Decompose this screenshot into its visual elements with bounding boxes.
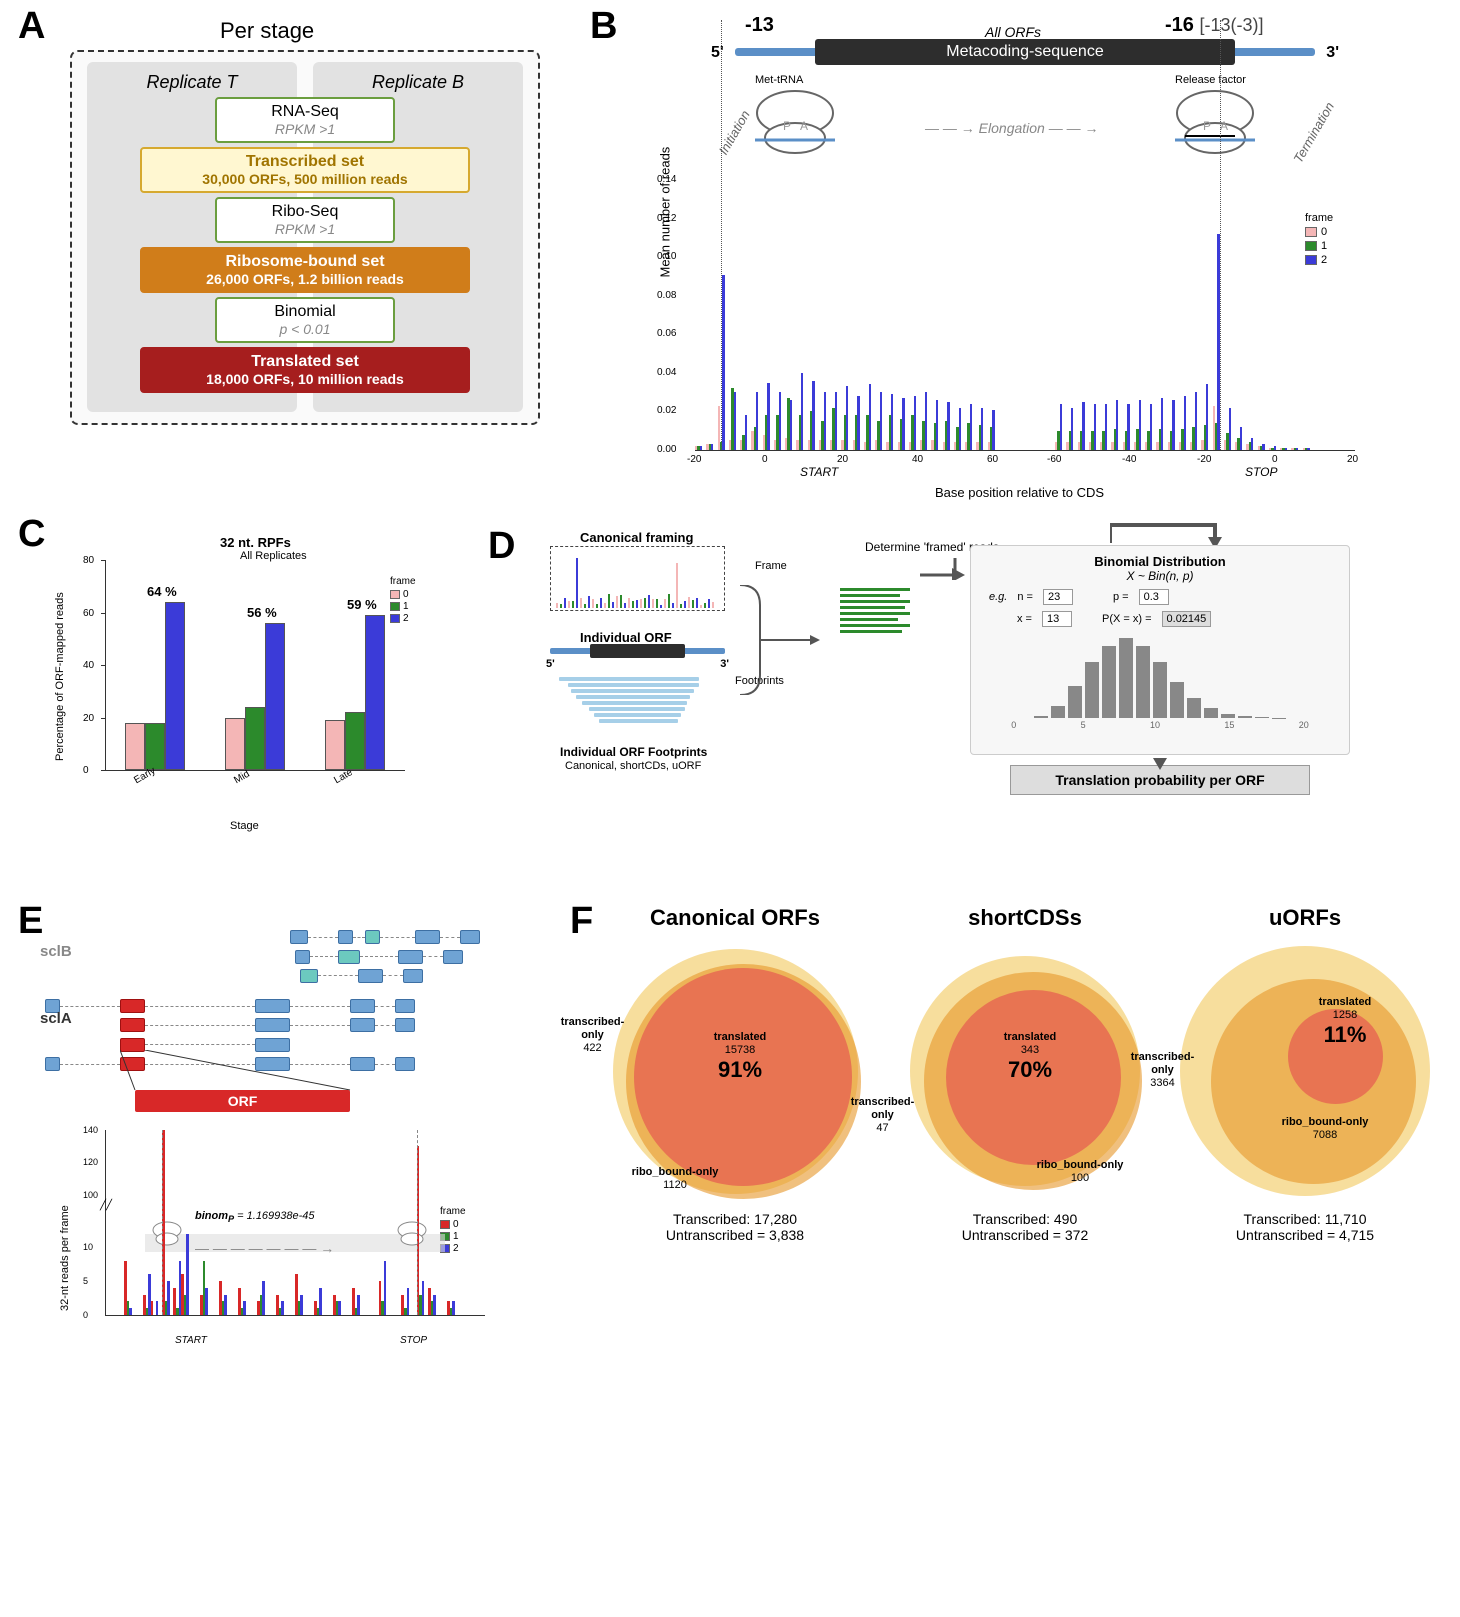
termination-label: Termination [1290, 100, 1337, 166]
arrow-icon [740, 585, 830, 698]
panel-B: B -13 -16 [-13(-3)] All ORFs Metacoding-… [605, 10, 1435, 505]
frame-label: Frame [755, 560, 787, 572]
ind-footprints-label: Individual ORF Footprints [560, 745, 707, 759]
offset-right: -16 [-13(-3)] [1165, 14, 1263, 37]
ribosome-icon: PA [1165, 88, 1265, 158]
x-axis-label: Base position relative to CDS [935, 485, 1104, 500]
venn-stats: Transcribed: 490Untranscribed = 372 [885, 1211, 1165, 1243]
transcribed-box: Transcribed set 30,000 ORFs, 500 million… [140, 147, 470, 193]
panel-C: C 32 nt. RPFs All Replicates Percentage … [20, 515, 465, 845]
panel-E: E sclB sclA ORF 32-nt reads per frame bi… [20, 905, 565, 1375]
panel-F-label: F [570, 900, 593, 943]
ribobound-box: Ribosome-bound set 26,000 ORFs, 1.2 bill… [140, 247, 470, 293]
arrow-icon [1150, 758, 1170, 770]
panel-E-label: E [18, 900, 43, 943]
metacoding-bar: All ORFs Metacoding-sequence 5' 3' [735, 48, 1315, 56]
venn-stats: Transcribed: 11,710Untranscribed = 4,715 [1165, 1211, 1445, 1243]
start-label: START [175, 1335, 207, 1346]
rnaseq-box: RNA-Seq RPKM >1 [215, 97, 395, 143]
x-axis-label: Stage [230, 820, 259, 832]
arrow-icon [920, 550, 970, 580]
stop-label: STOP [400, 1335, 427, 1346]
binomial-box: Binomial Distribution X ~ Bin(n, p) e.g.… [970, 545, 1350, 755]
svg-text:P: P [783, 119, 791, 133]
panel-A-title: Per stage [220, 18, 314, 44]
panel-A-label: A [18, 5, 45, 48]
panel-D: D Canonical framing Individual ORF 5'3' … [490, 530, 1430, 830]
percentage-chart: 020406080Early64 %Mid56 %Late59 % [105, 560, 405, 785]
y-axis-label: 32-nt reads per frame [59, 1205, 71, 1311]
venn-column: uORFs translated125811% transcribed-only… [1165, 905, 1445, 1243]
venn-column: Canonical ORFs translated1573891% transc… [595, 905, 875, 1243]
venn-diagram: translated125811% transcribed-only3364 r… [1175, 941, 1435, 1201]
elongation-label: — — → Elongation — — → [925, 120, 1099, 136]
venn-stats: Transcribed: 17,280Untranscribed = 3,838 [595, 1211, 875, 1243]
binomial-box: Binomial p < 0.01 [215, 297, 395, 343]
footprints-stack [550, 675, 725, 725]
replicate-T-label: Replicate T [87, 72, 297, 93]
venn-title: uORFs [1165, 905, 1445, 931]
canonical-label: Canonical framing [580, 530, 693, 545]
individual-orf-bar: 5'3' [550, 648, 725, 654]
metacoding-chart: 0.000.020.040.060.080.100.120.14-2002040… [695, 180, 1355, 470]
individual-orf-label: Individual ORF [580, 630, 672, 645]
offset-left: -13 [745, 14, 774, 37]
ribosome-icon: PA [745, 88, 845, 158]
replicate-B-label: Replicate B [313, 72, 523, 93]
svg-text:A: A [1220, 119, 1228, 133]
panel-D-label: D [488, 525, 515, 568]
orf-reads-chart: ╱╱0510100120140— — — — — — — → [105, 1130, 485, 1325]
panel-A: A Per stage Replicate T Replicate B RNA-… [20, 10, 565, 430]
release-factor-label: Release factor [1175, 74, 1246, 86]
venn-diagram: translated1573891% transcribed-only422 r… [605, 941, 865, 1201]
canonical-mini-chart [550, 546, 725, 611]
panel-C-label: C [18, 513, 45, 556]
panel-B-label: B [590, 5, 617, 48]
orf-box: ORF [135, 1090, 350, 1112]
y-axis-label: Percentage of ORF-mapped reads [54, 592, 66, 761]
svg-text:P: P [1203, 119, 1211, 133]
met-trna-label: Met-tRNA [755, 74, 803, 86]
panel-F: F Canonical ORFs translated1573891% tran… [585, 905, 1445, 1385]
venn-title: shortCDSs [885, 905, 1165, 931]
framed-reads-stack [840, 585, 910, 636]
svg-text:A: A [800, 119, 808, 133]
ind-footprints-sub: Canonical, shortCDs, uORF [565, 760, 701, 772]
riboseq-box: Ribo-Seq RPKM >1 [215, 197, 395, 243]
venn-diagram: translated34370% transcribed-only47 ribo… [895, 941, 1155, 1201]
translated-box: Translated set 18,000 ORFs, 10 million r… [140, 347, 470, 393]
zoom-lines [120, 1050, 370, 1095]
venn-title: Canonical ORFs [595, 905, 875, 931]
panel-C-title: 32 nt. RPFs [220, 535, 291, 550]
